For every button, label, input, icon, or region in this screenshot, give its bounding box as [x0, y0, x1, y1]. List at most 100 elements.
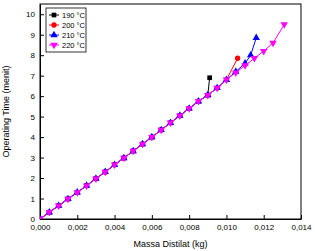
- tick: 6: [31, 92, 44, 101]
- tick-mark: [40, 55, 44, 56]
- tick: 0,014: [291, 215, 312, 232]
- series-line: [40, 78, 210, 219]
- tick-label: 0,006: [142, 223, 163, 232]
- legend-box: [46, 8, 86, 52]
- legend-label: 190 °C: [62, 11, 86, 20]
- data-point: [120, 156, 127, 162]
- tick: 0,000: [30, 215, 51, 232]
- data-point: [157, 128, 164, 134]
- tick: 0,008: [180, 215, 201, 232]
- legend-marker: [50, 31, 57, 37]
- tick-mark: [189, 215, 190, 219]
- tick-label: 0: [31, 215, 36, 224]
- tick-label: 9: [31, 31, 36, 40]
- legend-label: 200 °C: [62, 21, 86, 30]
- legend-entry: 190 °C: [49, 11, 86, 20]
- data-point: [251, 56, 258, 62]
- tick-label: 0,008: [180, 223, 201, 232]
- tick-label: 6: [31, 92, 36, 101]
- tick-label: 1: [31, 195, 36, 204]
- tick-mark: [152, 215, 153, 219]
- tick-mark: [264, 215, 265, 219]
- data-point: [148, 135, 155, 141]
- tick-label: 0,004: [105, 223, 126, 232]
- legend-label: 220 °C: [62, 41, 86, 50]
- data-point: [55, 204, 62, 210]
- legend-marker: [52, 13, 57, 18]
- tick-label: 3: [31, 154, 36, 163]
- chart-container: 0,000 0,002 0,004 0,006 0,008 0,010 0,012 0,014…: [0, 0, 315, 251]
- data-point: [269, 41, 276, 47]
- data-point: [46, 210, 53, 216]
- tick: 0,002: [68, 215, 89, 232]
- tick: 4: [31, 133, 44, 142]
- data-point: [207, 75, 212, 80]
- tick: 5: [31, 113, 44, 122]
- data-point: [74, 190, 81, 196]
- tick-mark: [40, 219, 44, 220]
- legend-entry: 220 °C: [49, 41, 86, 50]
- tick: 0,010: [217, 215, 238, 232]
- legend-entry: 210 °C: [49, 31, 86, 40]
- tick-label: 0,014: [291, 223, 312, 232]
- data-point: [241, 63, 248, 69]
- tick-mark: [40, 117, 44, 118]
- tick-label: 7: [31, 72, 36, 81]
- data-point: [40, 217, 44, 219]
- series-line: [40, 24, 284, 219]
- tick-mark: [40, 14, 44, 15]
- tick: 0,012: [254, 215, 275, 232]
- tick: 1: [31, 195, 44, 204]
- data-point: [185, 106, 192, 112]
- data-point: [213, 86, 220, 92]
- tick: 3: [31, 154, 44, 163]
- tick-mark: [40, 137, 44, 138]
- legend-entry: 200 °C: [49, 21, 86, 30]
- y-axis: 012345678910: [26, 5, 44, 225]
- tick: 0,004: [105, 215, 126, 232]
- tick-label: 5: [31, 113, 36, 122]
- x-axis: 0,000 0,002 0,004 0,006 0,008 0,010 0,012 0,014: [30, 215, 312, 232]
- data-point: [83, 183, 90, 189]
- plot-area: 0,000 0,002 0,004 0,006 0,008 0,010 0,012 0,014…: [26, 4, 312, 232]
- legend-label: 210 °C: [62, 31, 86, 40]
- tick: 8: [31, 51, 44, 60]
- data-point: [176, 113, 183, 119]
- tick-mark: [40, 178, 44, 179]
- tick-mark: [226, 215, 227, 219]
- tick: 10: [26, 10, 44, 19]
- plot-frame: [40, 4, 301, 219]
- data-point: [64, 197, 71, 203]
- x-axis-title: Massa Distilat (kg): [133, 239, 207, 249]
- tick: 0,006: [142, 215, 163, 232]
- tick-mark: [40, 199, 44, 200]
- tick: 9: [31, 31, 44, 40]
- data-point: [129, 149, 136, 155]
- tick-label: 0,012: [254, 223, 275, 232]
- tick-mark: [40, 96, 44, 97]
- y-axis-title: Operating Time (menit): [1, 65, 11, 157]
- data-point: [111, 163, 118, 169]
- tick: 0: [31, 215, 44, 224]
- data-point: [204, 93, 211, 99]
- tick-mark: [40, 35, 44, 36]
- data-point: [280, 22, 287, 28]
- tick-label: 10: [26, 10, 35, 19]
- data-point: [195, 99, 202, 105]
- data-point: [92, 177, 99, 183]
- data-point: [253, 33, 260, 39]
- axis-line: [41, 219, 302, 220]
- chart-svg: 0,000 0,002 0,004 0,006 0,008 0,010 0,012 0,014…: [0, 0, 315, 251]
- series-line: [40, 58, 238, 219]
- data-point: [260, 49, 267, 55]
- legend-marker: [50, 43, 57, 49]
- data-point: [139, 142, 146, 148]
- tick: 7: [31, 72, 44, 81]
- tick-label: 0,002: [68, 223, 89, 232]
- series-line: [40, 38, 256, 219]
- tick-label: 8: [31, 51, 36, 60]
- legend-marker: [51, 22, 56, 27]
- tick-mark: [301, 215, 302, 219]
- tick-label: 0,010: [217, 223, 238, 232]
- data-point: [223, 78, 230, 84]
